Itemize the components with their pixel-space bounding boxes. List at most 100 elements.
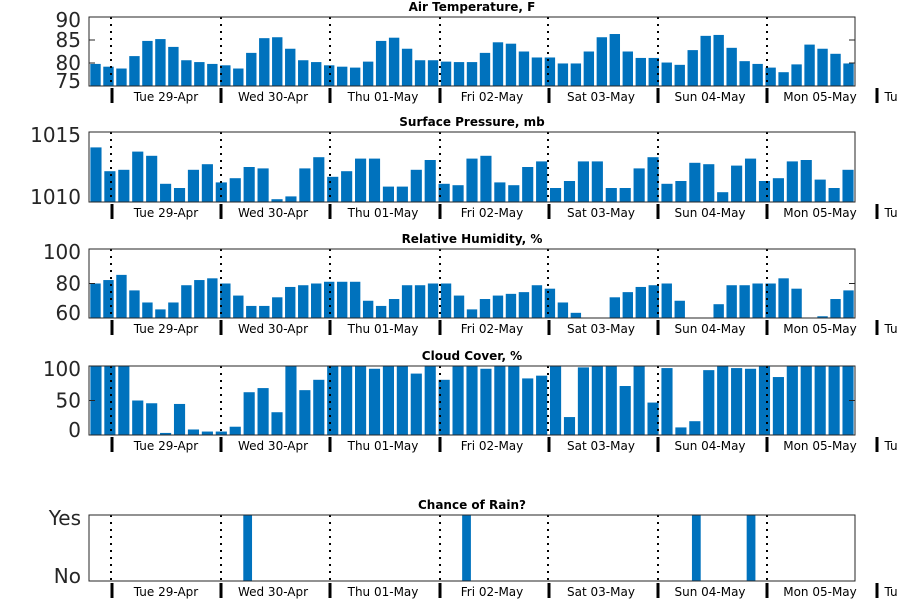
bar — [438, 183, 450, 202]
bar — [90, 147, 102, 202]
bar — [577, 367, 589, 435]
bar — [173, 188, 186, 202]
rain-bar — [691, 515, 701, 581]
y-tick-label: No — [54, 564, 81, 588]
bar — [155, 309, 166, 319]
bar — [687, 50, 698, 86]
bar — [508, 185, 520, 202]
bar — [401, 48, 413, 86]
bar — [424, 160, 436, 202]
bar — [647, 402, 659, 435]
bar — [194, 62, 205, 86]
bar — [494, 182, 506, 202]
bar — [233, 68, 244, 86]
bar — [800, 366, 812, 435]
x-tick-label: Sun 04-May — [674, 585, 745, 599]
bar — [271, 199, 283, 202]
bar — [661, 283, 672, 318]
y-tick-label: 75 — [56, 69, 81, 93]
bar — [103, 66, 114, 86]
bar — [388, 37, 400, 86]
bar — [828, 366, 840, 435]
bar — [132, 151, 144, 202]
x-tick-label: Tu — [883, 585, 897, 599]
bar — [633, 366, 645, 435]
bar — [731, 165, 743, 202]
bar — [355, 158, 367, 202]
bar — [246, 305, 257, 318]
bar — [427, 60, 439, 86]
panel-3: Relative Humidity, % 60 80 100 Tue 29-Apr Wed… — [43, 232, 898, 336]
bar — [635, 286, 646, 318]
bar — [243, 167, 255, 202]
bar — [842, 169, 854, 202]
bar — [700, 35, 711, 86]
bar — [536, 161, 548, 202]
bar — [830, 53, 841, 86]
bar — [549, 366, 562, 435]
bar — [765, 283, 776, 318]
x-tick-label: Sat 03-May — [567, 322, 635, 336]
bar — [830, 299, 841, 318]
x-tick-label: Tue 29-Apr — [133, 90, 198, 104]
x-tick-label: Sun 04-May — [674, 439, 745, 453]
bar — [336, 66, 348, 86]
bar — [233, 295, 244, 318]
bar — [246, 52, 257, 86]
bar — [142, 302, 153, 318]
bar — [570, 63, 582, 86]
bar — [103, 280, 114, 318]
bar — [843, 290, 854, 318]
bar — [168, 302, 179, 318]
bar — [577, 161, 589, 202]
y-tick-label: 100 — [43, 240, 81, 264]
bar — [633, 168, 645, 202]
bar — [438, 379, 450, 435]
bar — [549, 188, 562, 202]
bar — [675, 181, 687, 202]
x-tick-label: Tue 29-Apr — [133, 322, 198, 336]
x-tick-label: Sun 04-May — [674, 322, 745, 336]
bar — [327, 176, 339, 202]
bar — [285, 48, 296, 86]
bar — [313, 157, 325, 202]
bar — [259, 305, 270, 318]
x-tick-label: Fri 02-May — [461, 439, 524, 453]
x-tick-label: Tue 29-Apr — [133, 585, 198, 599]
bar — [752, 63, 763, 86]
bar — [410, 373, 422, 435]
bar — [414, 60, 426, 86]
bar — [375, 40, 387, 86]
x-tick-label: Sat 03-May — [567, 206, 635, 220]
x-tick-label: Sat 03-May — [567, 439, 635, 453]
bar — [160, 183, 172, 202]
x-tick-label: Mon 05-May — [783, 439, 857, 453]
bar — [689, 421, 701, 435]
bar — [804, 44, 815, 86]
x-tick-label: Mon 05-May — [783, 322, 857, 336]
bar — [349, 67, 361, 86]
bar — [605, 188, 617, 202]
bar — [257, 388, 269, 435]
bar — [440, 61, 452, 86]
bar — [522, 167, 534, 202]
bar — [118, 366, 130, 435]
bar — [518, 51, 530, 86]
bar — [609, 297, 621, 318]
bar — [116, 274, 127, 319]
bar — [713, 304, 724, 318]
bar — [181, 60, 192, 86]
panel-2: Surface Pressure, mb 1010 1015 Tue 29-Apr We… — [30, 115, 897, 220]
x-tick-label: Mon 05-May — [783, 206, 857, 220]
bar — [466, 309, 478, 319]
bar — [215, 431, 227, 435]
bar — [843, 63, 854, 86]
rain-bar — [243, 515, 253, 581]
bar — [596, 37, 608, 86]
bar — [349, 281, 361, 318]
bar — [772, 377, 784, 435]
bar — [104, 171, 116, 202]
x-tick-label: Tu — [883, 439, 897, 453]
bar — [452, 366, 464, 435]
